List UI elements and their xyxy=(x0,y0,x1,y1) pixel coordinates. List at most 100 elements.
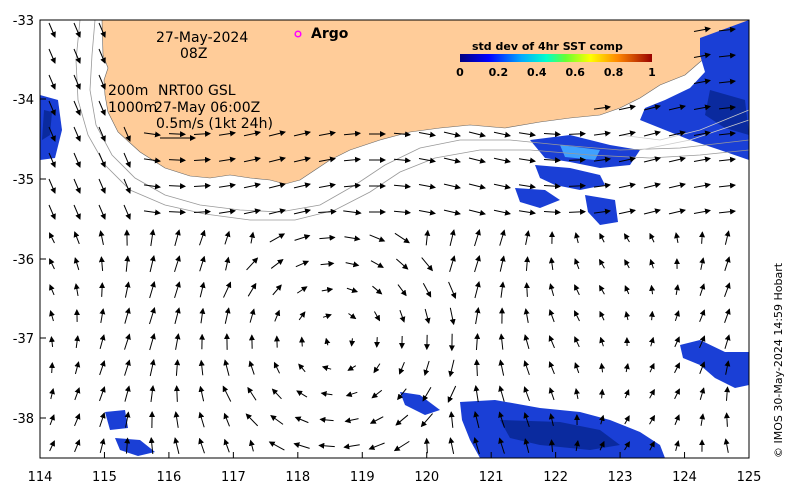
current-arrow xyxy=(518,131,536,138)
current-arrow xyxy=(243,182,261,189)
current-arrow xyxy=(593,130,611,137)
current-arrow xyxy=(99,386,106,402)
current-arrow xyxy=(124,255,131,272)
current-arrow xyxy=(148,437,155,455)
current-arrow xyxy=(574,362,580,374)
current-arrow xyxy=(723,438,730,453)
current-arrow xyxy=(498,359,505,376)
current-arrow xyxy=(224,230,231,245)
y-tick-label: -36 xyxy=(13,253,34,268)
current-arrow xyxy=(643,208,661,215)
current-arrow xyxy=(193,156,211,163)
current-arrow xyxy=(173,411,180,428)
current-arrow xyxy=(99,438,106,454)
current-arrow xyxy=(124,359,131,376)
current-arrow xyxy=(598,414,605,425)
current-arrow xyxy=(418,131,436,138)
current-arrow xyxy=(174,307,181,324)
current-arrow xyxy=(320,390,333,397)
current-arrow xyxy=(74,439,81,453)
current-arrow xyxy=(173,437,180,454)
x-tick-label: 118 xyxy=(285,470,310,485)
current-arrow xyxy=(424,229,431,246)
current-arrow xyxy=(73,22,81,38)
current-arrow xyxy=(149,359,156,377)
current-arrow xyxy=(568,156,586,163)
x-tick-label: 117 xyxy=(221,470,246,485)
plot-frame xyxy=(39,19,750,459)
current-arrow xyxy=(618,104,636,111)
colorbar-tick-label: 0.8 xyxy=(604,66,624,79)
colorbar xyxy=(460,54,652,62)
current-arrow xyxy=(548,413,555,427)
current-arrow xyxy=(574,336,580,348)
current-arrow xyxy=(574,310,580,322)
current-arrow xyxy=(548,335,555,349)
current-arrow xyxy=(149,385,156,403)
colorbar-tick-label: 0 xyxy=(456,66,464,79)
current-arrow xyxy=(199,255,206,272)
current-arrow xyxy=(643,130,661,137)
current-arrow xyxy=(474,333,481,351)
current-arrow xyxy=(223,412,230,427)
current-arrow xyxy=(674,336,680,348)
current-arrow xyxy=(293,130,311,137)
current-arrow xyxy=(73,283,80,297)
current-arrow xyxy=(49,258,55,270)
current-arrow xyxy=(243,130,261,137)
current-arrow xyxy=(449,307,456,326)
current-arrow xyxy=(298,311,306,321)
current-arrow xyxy=(296,286,308,294)
current-arrow xyxy=(343,156,361,163)
current-arrow xyxy=(699,257,706,270)
x-tick-label: 125 xyxy=(737,470,762,485)
current-arrow xyxy=(247,282,257,297)
current-arrow xyxy=(443,131,461,138)
current-arrow xyxy=(222,385,232,402)
x-tick-label: 116 xyxy=(156,470,181,485)
current-arrow xyxy=(649,414,656,425)
argo-marker-icon xyxy=(294,30,302,38)
current-arrow xyxy=(249,231,256,244)
y-tick-label: -33 xyxy=(13,14,34,29)
current-arrow xyxy=(168,183,186,190)
current-arrow xyxy=(724,256,731,271)
current-arrow xyxy=(199,281,206,298)
current-arrow xyxy=(223,281,232,298)
current-arrow xyxy=(345,391,358,398)
current-arrow xyxy=(372,285,383,295)
current-arrow xyxy=(724,386,731,401)
current-arrow xyxy=(693,78,711,85)
current-arrow xyxy=(443,183,461,190)
current-arrow xyxy=(246,257,259,271)
current-arrow xyxy=(343,209,362,216)
current-arrow xyxy=(523,412,530,428)
current-arrow xyxy=(124,411,131,428)
current-arrow xyxy=(548,257,555,270)
current-arrow xyxy=(344,235,361,242)
current-arrow xyxy=(149,281,156,299)
current-arrow xyxy=(598,388,605,399)
current-arrow xyxy=(73,231,80,245)
current-arrow xyxy=(270,415,284,425)
current-arrow xyxy=(73,178,81,194)
current-arrow xyxy=(718,52,736,59)
current-arrow xyxy=(543,209,561,216)
current-arrow xyxy=(418,157,436,164)
current-arrow xyxy=(699,413,706,426)
current-arrow xyxy=(318,156,336,163)
current-arrow xyxy=(523,282,530,297)
current-arrow xyxy=(98,230,105,246)
current-arrow xyxy=(668,104,686,111)
x-tick-label: 121 xyxy=(479,470,504,485)
current-arrow xyxy=(98,256,105,271)
current-arrow xyxy=(174,229,181,246)
current-arrow xyxy=(123,152,131,168)
current-arrow xyxy=(473,359,480,377)
current-arrow xyxy=(268,208,286,215)
current-arrow xyxy=(73,204,81,220)
current-arrow xyxy=(523,386,530,402)
current-arrow xyxy=(393,157,411,164)
current-arrow xyxy=(293,208,311,215)
current-arrow xyxy=(448,359,455,378)
